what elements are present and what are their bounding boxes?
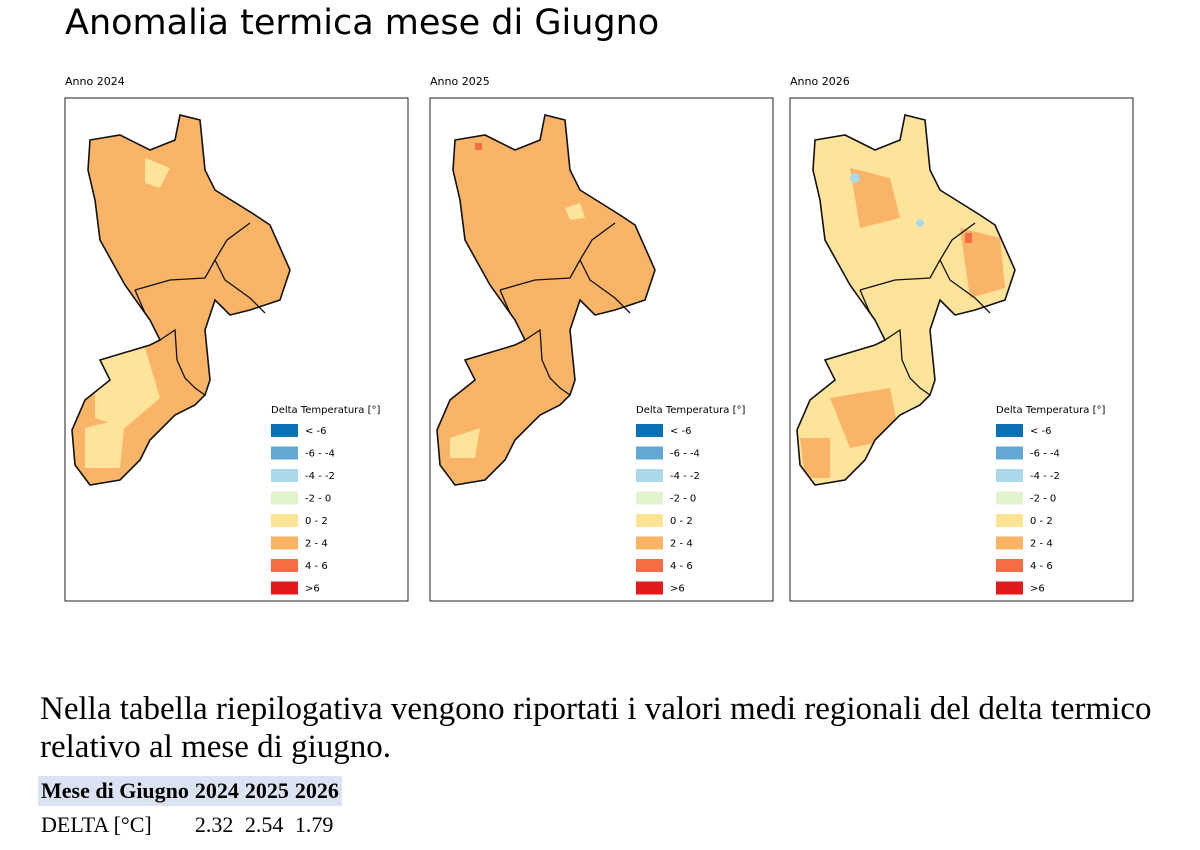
legend-label: 0 - 2 <box>305 516 328 527</box>
legend-title: Delta Temperatura [°] <box>996 405 1105 416</box>
legend-label: -4 - -2 <box>305 471 335 482</box>
cell: 2.32 <box>194 812 234 837</box>
legend-swatch <box>996 446 1023 460</box>
legend-label: -6 - -4 <box>1030 449 1060 460</box>
cell: 1.79 <box>294 812 334 837</box>
legend-label: < -6 <box>670 426 692 437</box>
legend-swatch <box>996 536 1023 550</box>
legend-label: -2 - 0 <box>305 494 331 505</box>
legend-swatch <box>636 559 663 572</box>
anomaly-patch <box>800 438 830 478</box>
map-figure: Anomalia termica mese di Giugno Anno 202… <box>64 3 1134 602</box>
legend-swatch <box>636 514 663 527</box>
legend-label: -4 - -2 <box>1030 471 1060 482</box>
legend-label: >6 <box>670 584 685 595</box>
legend-label: >6 <box>1030 584 1045 595</box>
legend-swatch <box>271 446 298 460</box>
legend-swatch <box>636 536 663 550</box>
legend-swatch <box>996 559 1023 572</box>
legend-swatch <box>996 424 1023 437</box>
legend-swatch <box>996 581 1023 595</box>
panel-label: Anno 2026 <box>790 75 850 88</box>
legend-swatch <box>636 469 663 482</box>
legend-swatch <box>996 469 1023 482</box>
legend-swatch <box>271 536 298 550</box>
legend-title: Delta Temperatura [°] <box>271 405 380 416</box>
legend-label: < -6 <box>1030 426 1052 437</box>
legend-swatch <box>271 424 298 437</box>
anomaly-patch <box>916 219 924 227</box>
header-cell: 2025 <box>241 776 292 806</box>
legend-swatch <box>996 491 1023 505</box>
legend-label: 2 - 4 <box>670 539 693 550</box>
legend-swatch <box>271 514 298 527</box>
cell: 2.54 <box>244 812 284 837</box>
legend-label: 4 - 6 <box>305 561 328 572</box>
map-panel: Anno 2026 Delta Temperatura [°] < -6 -6 - -… <box>789 75 1134 602</box>
legend-label: 4 - 6 <box>1030 561 1053 572</box>
region-map <box>796 114 1016 486</box>
panel-label: Anno 2025 <box>430 75 490 88</box>
anomaly-patch <box>850 173 860 183</box>
anomaly-patch <box>850 168 900 228</box>
header-cell: 2024 <box>191 776 242 806</box>
anomaly-patch <box>965 233 972 243</box>
anomaly-patch <box>145 158 170 188</box>
region-map <box>71 114 291 486</box>
legend-swatch <box>271 469 298 482</box>
legend-label: 2 - 4 <box>1030 539 1053 550</box>
legend-label: 0 - 2 <box>1030 516 1053 527</box>
legend-swatch <box>271 581 298 595</box>
legend-label: -2 - 0 <box>670 494 696 505</box>
legend-label: >6 <box>305 584 320 595</box>
legend-title: Delta Temperatura [°] <box>636 405 745 416</box>
legend-label: -6 - -4 <box>305 449 335 460</box>
legend-label: -4 - -2 <box>670 471 700 482</box>
paragraph: Nella tabella riepilogativa vengono ripo… <box>40 691 1152 765</box>
map-panel: Anno 2024 Delta Temperatura [°] < -6 -6 - -… <box>64 75 409 602</box>
legend-swatch <box>996 514 1023 527</box>
header-cell: Mese di Giugno <box>38 776 192 806</box>
legend-label: -2 - 0 <box>1030 494 1056 505</box>
anomaly-patch <box>95 348 160 428</box>
legend-label: < -6 <box>305 426 327 437</box>
title: Anomalia termica mese di Giugno <box>65 3 659 43</box>
legend-swatch <box>636 424 663 437</box>
header-cell: 2026 <box>291 776 342 806</box>
anomaly-patch <box>960 228 1005 298</box>
legend-label: -6 - -4 <box>670 449 700 460</box>
panel-label: Anno 2024 <box>65 75 125 88</box>
legend-swatch <box>636 581 663 595</box>
legend-label: 2 - 4 <box>305 539 328 550</box>
anomaly-patch <box>475 143 482 150</box>
legend-swatch <box>636 446 663 460</box>
anomaly-patch <box>85 418 125 468</box>
row-label: DELTA [°C] <box>41 812 152 837</box>
header-row: Mese di Giugno 2024 2025 2026 <box>38 776 342 806</box>
data-row: DELTA [°C] 2.32 2.54 1.79 <box>38 806 342 844</box>
legend-swatch <box>271 491 298 505</box>
legend-swatch <box>271 559 298 572</box>
map-panel: Anno 2025 Delta Temperatura [°] < -6 -6 - -… <box>429 75 774 602</box>
region-map <box>436 114 656 486</box>
anomaly-patch <box>565 203 585 220</box>
legend-label: 0 - 2 <box>670 516 693 527</box>
legend-label: 4 - 6 <box>670 561 693 572</box>
legend-swatch <box>636 491 663 505</box>
summary-table: Mese di Giugno 2024 2025 2026 DELTA [°C]… <box>38 776 342 844</box>
anomaly-patch <box>450 428 480 458</box>
